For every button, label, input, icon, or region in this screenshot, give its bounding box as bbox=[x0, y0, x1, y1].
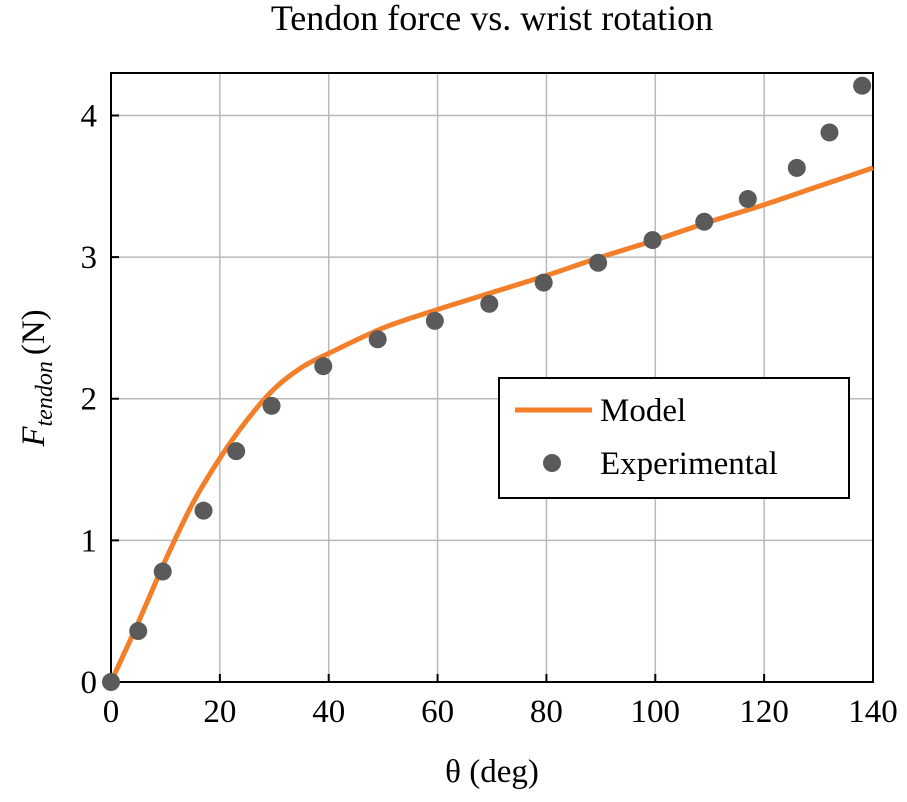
svg-text:Ftendon(N): Ftendon (N) bbox=[16, 309, 58, 447]
experimental-point bbox=[738, 190, 757, 209]
experimental-point bbox=[227, 442, 246, 461]
y-axis-label-unit: (N) bbox=[16, 309, 52, 355]
experimental-point bbox=[153, 562, 172, 581]
x-tick-label: 40 bbox=[312, 694, 345, 730]
experimental-point bbox=[314, 357, 333, 376]
experimental-point bbox=[194, 501, 213, 520]
experimental-point bbox=[534, 273, 553, 292]
experimental-point bbox=[102, 673, 120, 691]
legend: Model Experimental bbox=[498, 377, 850, 499]
y-axis-label-subscript: tendon bbox=[32, 361, 58, 426]
x-tick-label: 20 bbox=[203, 694, 236, 730]
x-tick-label: 60 bbox=[421, 694, 454, 730]
x-tick-label: 80 bbox=[530, 694, 563, 730]
x-tick-label: 120 bbox=[739, 694, 789, 730]
x-tick-label: 100 bbox=[631, 694, 681, 730]
x-axis-label: θ (deg) bbox=[445, 754, 539, 790]
axis-ticks: 0 20 40 60 80 100 120 140 0 1 2 3 4 bbox=[81, 98, 898, 730]
chart-title: Tendon force vs. wrist rotation bbox=[271, 0, 713, 38]
experimental-point bbox=[695, 212, 714, 231]
experimental-point bbox=[425, 311, 444, 330]
series-layer bbox=[102, 76, 874, 691]
y-tick-label: 3 bbox=[81, 240, 98, 276]
plot-frame bbox=[110, 72, 874, 683]
legend-box bbox=[498, 377, 850, 499]
legend-experimental-label: Experimental bbox=[600, 446, 778, 482]
experimental-point bbox=[643, 231, 662, 250]
x-tick-label: 0 bbox=[103, 694, 120, 730]
y-axis-label: Ftendon (N) bbox=[16, 309, 58, 447]
y-tick-label: 0 bbox=[81, 665, 98, 701]
legend-experimental-swatch bbox=[543, 454, 561, 472]
legend-model-label: Model bbox=[600, 393, 686, 429]
experimental-point bbox=[589, 253, 608, 272]
experimental-point bbox=[262, 396, 281, 415]
experimental-point bbox=[787, 158, 806, 177]
experimental-point bbox=[129, 622, 148, 641]
experimental-point bbox=[853, 76, 872, 95]
y-tick-label: 4 bbox=[81, 98, 98, 134]
y-axis-label-base: F bbox=[16, 426, 52, 448]
experimental-point bbox=[480, 294, 499, 313]
y-tick-label: 1 bbox=[81, 523, 98, 559]
experimental-point bbox=[820, 123, 839, 142]
experimental-point bbox=[368, 330, 387, 349]
x-tick-label: 140 bbox=[848, 694, 898, 730]
y-tick-label: 2 bbox=[81, 382, 98, 418]
